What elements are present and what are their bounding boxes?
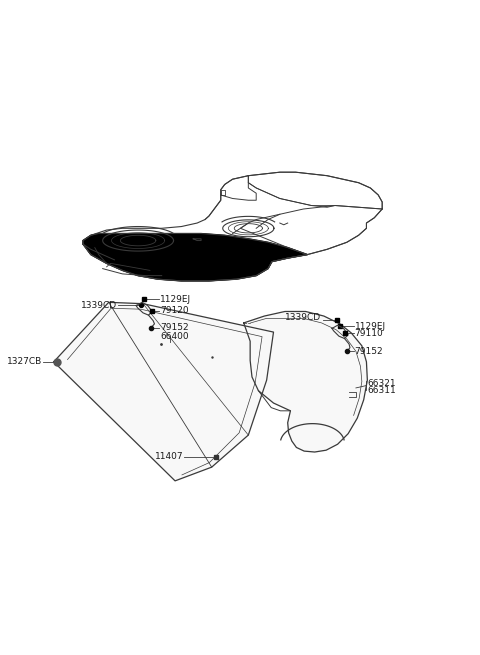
Text: 79120: 79120 [160, 306, 189, 315]
Text: 79152: 79152 [160, 323, 189, 332]
Text: 1129EJ: 1129EJ [355, 322, 385, 331]
Text: 11407: 11407 [155, 452, 183, 461]
Text: 66400: 66400 [160, 332, 189, 341]
Polygon shape [244, 312, 367, 452]
Text: 1339CD: 1339CD [81, 301, 117, 310]
Text: 79110: 79110 [355, 329, 384, 338]
Polygon shape [54, 303, 274, 481]
Text: 66311: 66311 [367, 386, 396, 395]
Text: 1339CD: 1339CD [286, 313, 322, 322]
Polygon shape [83, 234, 307, 281]
Text: 66321: 66321 [367, 379, 396, 388]
Text: 1327CB: 1327CB [7, 358, 42, 366]
Text: 79152: 79152 [355, 346, 383, 356]
Text: 1129EJ: 1129EJ [160, 295, 191, 304]
